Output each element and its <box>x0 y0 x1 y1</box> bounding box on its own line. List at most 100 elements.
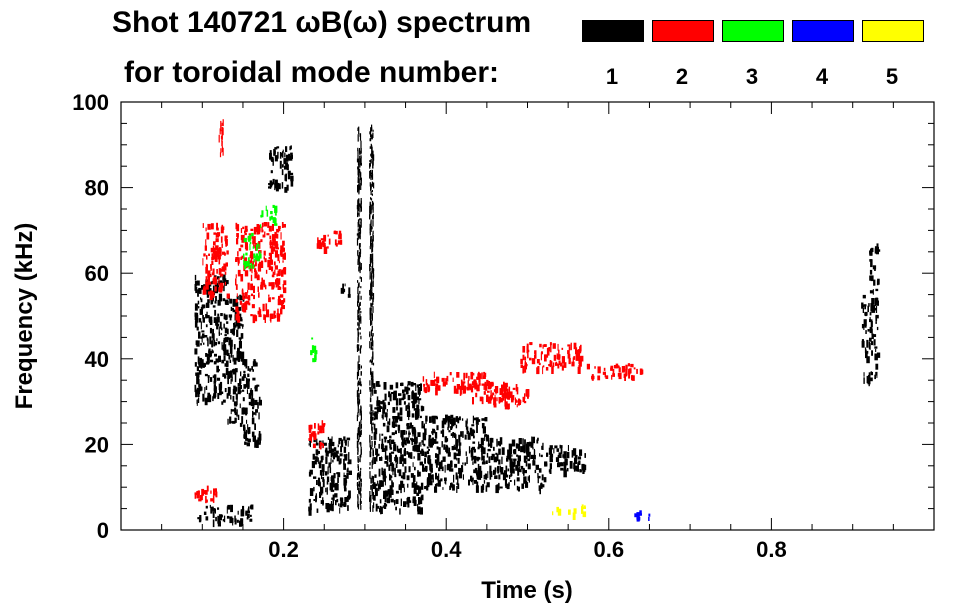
spectrum-point-mode-2 <box>433 371 435 379</box>
spectrum-point-mode-2 <box>278 278 281 285</box>
spectrum-point-mode-1 <box>874 268 876 271</box>
spectrum-point-mode-2 <box>483 391 486 395</box>
spectrum-point-mode-1 <box>473 455 477 464</box>
spectrum-point-mode-1 <box>419 390 420 397</box>
spectrum-point-mode-1 <box>419 507 423 515</box>
spectrum-point-mode-1 <box>452 447 454 450</box>
spectrum-point-mode-1 <box>369 331 371 338</box>
spectrum-point-mode-1 <box>206 315 210 319</box>
spectrum-point-mode-2 <box>313 433 317 441</box>
spectrum-point-mode-1 <box>389 447 393 450</box>
spectrum-point-mode-1 <box>224 388 227 393</box>
spectrum-point-mode-1 <box>507 468 510 472</box>
spectrum-point-mode-1 <box>224 334 227 337</box>
spectrum-point-mode-1 <box>222 399 226 403</box>
spectrum-point-mode-2 <box>577 366 581 374</box>
spectrum-point-mode-1 <box>359 479 362 482</box>
spectrum-point-mode-1 <box>372 458 374 465</box>
spectrum-point-mode-1 <box>407 384 409 387</box>
spectrum-point-mode-1 <box>387 401 390 406</box>
spectrum-point-mode-1 <box>416 404 420 412</box>
spectrum-point-mode-1 <box>472 441 476 444</box>
spectrum-point-mode-1 <box>369 213 371 220</box>
spectrum-point-mode-1 <box>358 490 361 495</box>
spectrum-point-mode-1 <box>199 357 203 362</box>
spectrum-point-mode-1 <box>467 432 471 440</box>
spectrum-point-mode-2 <box>483 375 486 379</box>
spectrum-point-mode-2 <box>273 310 276 314</box>
spectrum-point-mode-1 <box>360 335 362 340</box>
spectrum-point-mode-1 <box>378 485 381 490</box>
spectrum-point-mode-1 <box>358 315 360 321</box>
spectrum-point-mode-1 <box>360 155 362 159</box>
spectrum-point-mode-1 <box>371 426 373 434</box>
spectrum-point-mode-1 <box>371 268 373 273</box>
spectrum-point-mode-1 <box>346 472 349 479</box>
spectrum-point-mode-1 <box>197 390 200 397</box>
spectrum-point-mode-1 <box>360 467 362 471</box>
spectrum-point-mode-1 <box>415 436 418 444</box>
spectrum-point-mode-1 <box>358 305 360 314</box>
spectrum-point-mode-1 <box>227 418 229 425</box>
spectrum-point-mode-1 <box>357 484 359 487</box>
spectrum-point-mode-1 <box>233 324 237 328</box>
spectrum-point-mode-1 <box>360 486 362 492</box>
spectrum-point-mode-2 <box>276 273 278 277</box>
spectrum-point-mode-1 <box>405 386 409 395</box>
legend-label-mode-4: 4 <box>815 64 829 89</box>
spectrum-point-mode-1 <box>422 425 424 429</box>
spectrum-point-mode-1 <box>385 475 387 479</box>
spectrum-point-mode-1 <box>358 344 360 347</box>
spectrum-point-mode-1 <box>360 410 362 414</box>
spectrum-point-mode-1 <box>435 415 438 419</box>
spectrum-point-mode-1 <box>532 458 535 461</box>
spectrum-point-mode-5 <box>573 508 577 514</box>
spectrum-point-mode-1 <box>517 468 520 472</box>
spectrum-point-mode-2 <box>235 299 238 303</box>
spectrum-point-mode-1 <box>212 506 214 511</box>
spectrum-point-mode-1 <box>233 368 237 375</box>
spectrum-point-mode-2 <box>215 238 219 243</box>
spectrum-point-mode-1 <box>315 493 317 502</box>
spectrum-point-mode-1 <box>377 400 381 406</box>
spectrum-point-mode-1 <box>398 398 402 406</box>
spectrum-point-mode-1 <box>356 205 358 210</box>
spectrum-point-mode-1 <box>234 412 237 416</box>
spectrum-point-mode-1 <box>356 482 358 486</box>
spectrum-point-mode-1 <box>426 485 429 491</box>
spectrum-point-mode-1 <box>498 459 501 465</box>
spectrum-point-mode-3 <box>248 263 250 270</box>
spectrum-point-mode-1 <box>440 430 443 434</box>
spectrum-point-mode-1 <box>331 497 334 500</box>
spectrum-point-mode-1 <box>369 462 371 466</box>
spectrum-point-mode-2 <box>214 278 217 285</box>
spectrum-point-mode-1 <box>410 437 412 440</box>
spectrum-point-mode-2 <box>467 383 469 388</box>
spectrum-point-mode-2 <box>426 383 428 388</box>
spectrum-point-mode-3 <box>252 246 255 249</box>
spectrum-point-mode-1 <box>504 470 506 474</box>
spectrum-point-mode-1 <box>287 172 291 180</box>
spectrum-point-mode-2 <box>605 375 609 379</box>
spectrum-point-mode-1 <box>343 436 346 441</box>
spectrum-point-mode-1 <box>270 170 273 174</box>
spectrum-point-mode-2 <box>423 383 426 387</box>
spectrum-point-mode-1 <box>252 377 256 381</box>
spectrum-point-mode-1 <box>384 450 387 458</box>
spectrum-point-mode-1 <box>334 483 337 491</box>
spectrum-point-mode-1 <box>370 445 372 453</box>
spectrum-point-mode-1 <box>404 460 407 465</box>
spectrum-point-mode-1 <box>239 378 242 385</box>
spectrum-point-mode-1 <box>456 445 458 452</box>
spectrum-point-mode-1 <box>482 447 486 455</box>
spectrum-point-mode-1 <box>369 163 371 167</box>
spectrum-point-mode-1 <box>196 372 200 378</box>
spectrum-point-mode-1 <box>498 474 501 480</box>
spectrum-point-mode-2 <box>254 272 258 279</box>
spectrum-point-mode-1 <box>380 506 383 514</box>
spectrum-point-mode-1 <box>458 450 461 455</box>
spectrum-point-mode-1 <box>371 149 373 155</box>
spectrum-point-mode-1 <box>863 377 865 384</box>
spectrum-point-mode-1 <box>317 477 321 486</box>
spectrum-point-mode-2 <box>269 235 272 240</box>
